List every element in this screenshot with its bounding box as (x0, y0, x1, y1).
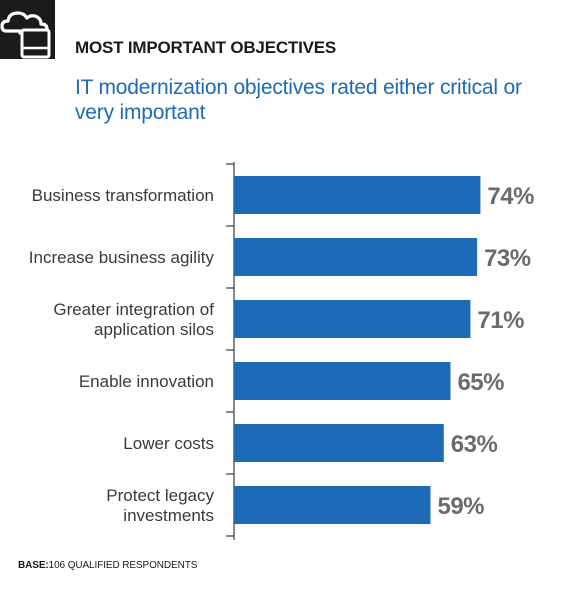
bar (234, 300, 471, 338)
value-label: 73% (484, 245, 531, 272)
category-label: Greater integration of (53, 300, 214, 319)
chart-title: MOST IMPORTANT OBJECTIVES (75, 38, 337, 57)
base-note: BASE:106 QUALIFIED RESPONDENTS (18, 560, 197, 571)
value-label: 65% (457, 369, 504, 396)
base-label: BASE: (18, 560, 49, 571)
category-label: application silos (94, 320, 214, 339)
category-label: investments (123, 506, 214, 525)
bar-chart: 74% Business transformation 73% Increase bu… (29, 162, 535, 540)
bar (234, 424, 444, 462)
bar (234, 238, 478, 276)
cloud-laptop-icon (0, 0, 55, 59)
category-label: Business transformation (32, 186, 214, 205)
base-text: 106 QUALIFIED RESPONDENTS (48, 560, 198, 571)
value-label: 59% (437, 493, 484, 520)
bar (234, 362, 451, 400)
value-label: 71% (477, 307, 524, 334)
category-label: Increase business agility (29, 248, 215, 267)
bar (234, 486, 431, 524)
value-label: 63% (451, 431, 498, 458)
bar (234, 176, 481, 214)
category-label: Lower costs (123, 434, 214, 453)
category-label: Protect legacy (106, 486, 214, 505)
chart-subtitle: IT modernization objectives rated either… (75, 76, 522, 124)
category-label: Enable innovation (79, 372, 214, 391)
value-label: 74% (487, 183, 534, 210)
